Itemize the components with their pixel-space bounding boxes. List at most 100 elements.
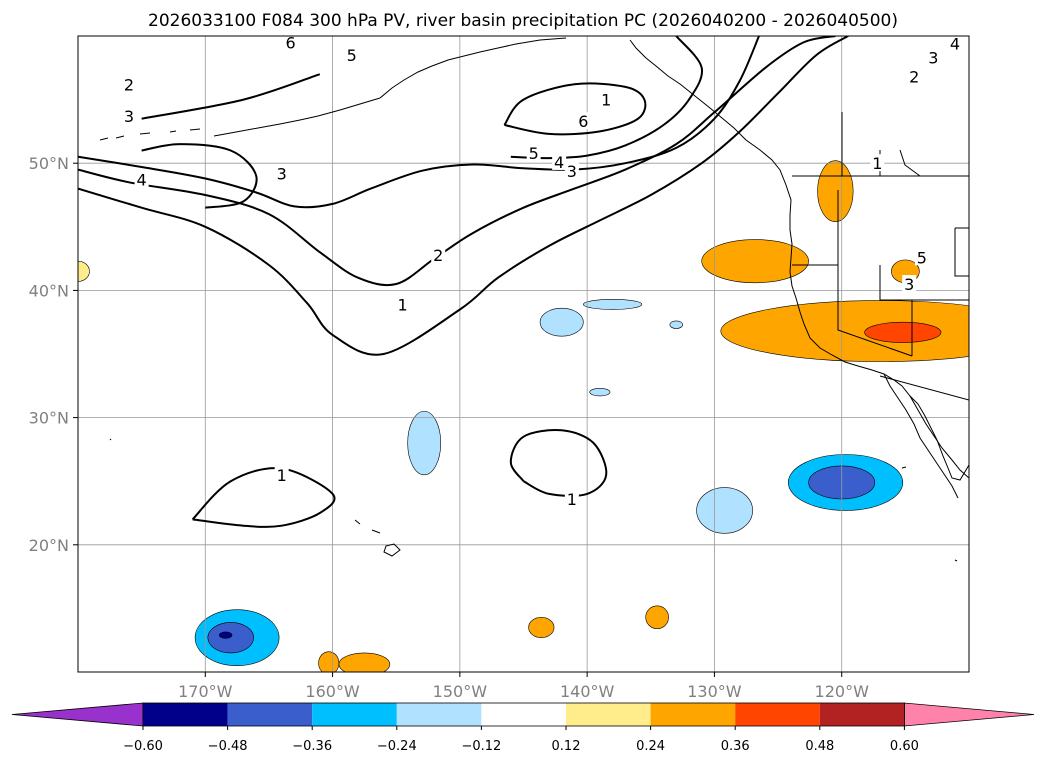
baja-peninsula: [883, 373, 959, 499]
y-tick-label: 40°N: [29, 281, 69, 300]
pv-label-background: [526, 144, 541, 162]
precip-pc-cell: [669, 320, 683, 329]
pv-contour-line: [141, 73, 321, 120]
scattered-islands: [109, 438, 958, 562]
colorbar-tick-label: −0.48: [208, 739, 248, 754]
x-axis-ticks: 170°W 160°W 150°W 140°W 130°W 120°W: [178, 672, 869, 701]
pv-label-background: [121, 75, 136, 93]
pv-label-background: [431, 245, 446, 263]
pv-contour-line: [78, 36, 849, 356]
pv-label-background: [599, 90, 614, 108]
pv-contour-label: 1: [277, 466, 287, 485]
y-axis-ticks: 20°N 30°N 40°N 50°N: [29, 154, 78, 555]
colorbar-extend-high: [904, 702, 1035, 727]
precip-pc-cell: [720, 300, 969, 362]
pv-contour-label: 2: [433, 246, 443, 265]
pv-contour-label: 5: [529, 144, 539, 163]
x-tick-label: 130°W: [687, 682, 742, 701]
precip-pc-cell: [338, 652, 391, 672]
colorbar-extend-low: [11, 702, 144, 727]
pv-label-background: [564, 490, 579, 508]
precip-pc-cell: [817, 160, 854, 223]
x-tick-label: 160°W: [305, 682, 360, 701]
precip-pc-cell: [645, 605, 669, 630]
precip-pc-cell: [701, 239, 809, 284]
colorbar-tick-label: −0.24: [377, 739, 417, 754]
pv-contour-label: 1: [872, 154, 882, 173]
colorbar-segment: [143, 703, 228, 726]
pv-contour-layer: [78, 36, 849, 528]
pv-contour-line: [141, 143, 258, 209]
pv-contour-line: [191, 467, 336, 528]
pv-contour-label: 3: [567, 162, 577, 181]
colorbar-segment: [819, 703, 905, 726]
precip-pc-cell: [318, 651, 340, 672]
us-state-borders: [792, 190, 969, 401]
colorbar-segment: [227, 703, 313, 726]
precip-pc-cell: [583, 299, 643, 310]
x-tick-label: 120°W: [815, 682, 870, 701]
pv-label-background: [395, 295, 410, 313]
pv-contour-label: 6: [285, 33, 295, 52]
gulf-of-california: [909, 395, 969, 479]
pv-label-background: [947, 34, 962, 52]
colorbar-tick-label: 0.24: [636, 739, 665, 754]
colorbar-tick-label: −0.36: [292, 739, 332, 754]
pv-contour-line: [78, 36, 760, 209]
plot-frame: [77, 35, 970, 673]
colorbar-segment: [566, 703, 651, 726]
north-america-coastline: [629, 39, 969, 481]
pv-label-background: [283, 33, 298, 51]
precip-pc-cell: [589, 388, 611, 397]
aleutian-islands: [99, 128, 201, 141]
precip-pc-cell: [696, 487, 753, 534]
pv-contour-label: 5: [347, 46, 357, 65]
colorbar-segment: [650, 703, 736, 726]
pv-label-background: [576, 112, 591, 130]
x-tick-label: 140°W: [560, 682, 615, 701]
pv-label-background: [134, 170, 149, 188]
colorbar-frame: [142, 702, 905, 727]
y-tick-label: 30°N: [29, 409, 69, 428]
alaska-south-coast: [379, 37, 567, 99]
coastlines-borders: [99, 37, 969, 562]
chart-title: 2026033100 F084 300 hPa PV, river basin …: [148, 11, 898, 31]
pv-contour-label: 1: [601, 91, 611, 110]
pv-contour-label: 4: [137, 171, 147, 190]
gridlines: [78, 36, 969, 672]
precip-pc-cell: [864, 321, 942, 343]
pv-contour-line: [503, 82, 647, 136]
colorbar-segment: [735, 703, 820, 726]
x-tick-label: 150°W: [433, 682, 488, 701]
pv-contour-label: 2: [124, 75, 134, 94]
x-tick-label: 170°W: [178, 682, 233, 701]
y-tick-label: 50°N: [29, 154, 69, 173]
pv-contour-label: 3: [904, 275, 914, 294]
pv-contour-label: 3: [124, 107, 134, 126]
colorbar-segment: [481, 703, 566, 726]
pv-label-background: [552, 152, 567, 170]
pv-label-background: [870, 154, 885, 172]
colorbar-segment: [396, 703, 482, 726]
pv-label-background: [121, 107, 136, 125]
pv-label-background: [274, 465, 289, 483]
precip-pc-cell: [528, 617, 555, 638]
pv-label-background: [564, 161, 579, 179]
colorbar-tick-label: −0.60: [123, 739, 163, 754]
y-tick-label: 20°N: [29, 536, 69, 555]
precip-pc-cell: [539, 307, 584, 337]
pv-label-background: [926, 48, 941, 66]
colorbar: −0.60 −0.48 −0.36 −0.24 −0.12 0.12 0.24 0.36 0.4…: [11, 702, 1035, 754]
pv-contour-label: 4: [554, 153, 564, 172]
colorbar-tick-label: 0.60: [890, 739, 919, 754]
pv-contour-line: [509, 429, 608, 497]
colorbar-tick-label: 0.36: [721, 739, 750, 754]
pv-contour-label: 2: [909, 68, 919, 87]
hawaii-islands: [354, 519, 401, 557]
colorbar-segment: [312, 703, 397, 726]
colorbar-tick-label: 0.12: [552, 739, 581, 754]
precip-pc-cell: [218, 631, 233, 639]
